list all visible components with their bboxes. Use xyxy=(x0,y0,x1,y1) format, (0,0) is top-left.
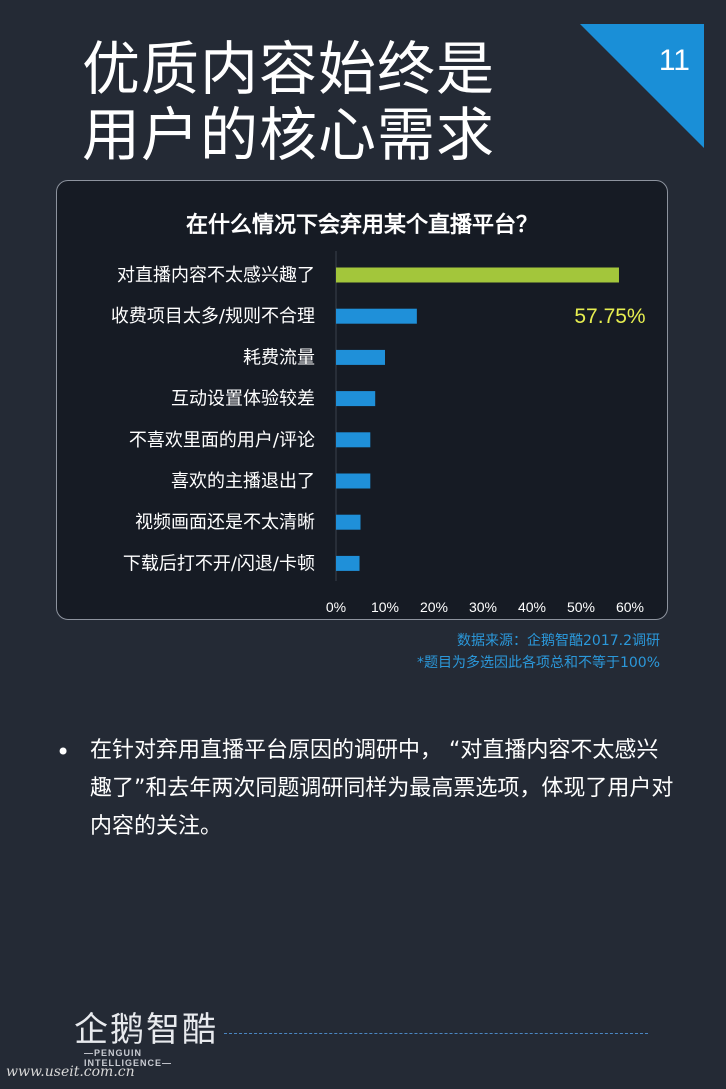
x-tick-label: 40% xyxy=(518,599,546,615)
bar xyxy=(336,308,417,324)
category-label: 耗费流量 xyxy=(243,347,315,368)
footer-divider xyxy=(224,1033,648,1034)
page-title: 优质内容始终是 用户的核心需求 xyxy=(82,36,495,168)
logo-text: 企鹅智酷 xyxy=(74,1010,218,1050)
category-label: 喜欢的主播退出了 xyxy=(171,471,315,492)
bar xyxy=(336,473,371,489)
category-label: 对直播内容不太感兴趣了 xyxy=(117,265,315,286)
page-number-corner xyxy=(580,24,704,148)
category-label: 视频画面还是不太清晰 xyxy=(135,512,315,533)
category-label: 下载后打不开/闪退/卡顿 xyxy=(123,553,315,574)
bar xyxy=(336,349,385,365)
x-tick-label: 10% xyxy=(371,599,399,615)
logo-subtitle: —PENGUIN INTELLIGENCE— xyxy=(84,1048,173,1068)
chart-panel: 在什么情况下会弃用某个直播平台？ 对直播内容不太感兴趣了 收费项目太多/规则不合理… xyxy=(56,180,668,620)
bar xyxy=(336,391,376,407)
category-label: 不喜欢里面的用户/评论 xyxy=(129,430,315,451)
bullet-marker: • xyxy=(56,738,71,766)
source-line1: 数据来源：企鹅智酷2017.2调研 xyxy=(457,633,660,649)
bar xyxy=(336,432,371,448)
page-title-line1: 优质内容始终是 xyxy=(82,35,496,103)
category-label: 互动设置体验较差 xyxy=(171,389,315,410)
x-tick-label: 60% xyxy=(616,599,644,615)
x-tick-label: 20% xyxy=(420,599,448,615)
x-tick-label: 50% xyxy=(567,599,595,615)
bar xyxy=(336,555,360,571)
data-label-top-value: 57.75% xyxy=(574,305,645,328)
data-source: 数据来源：企鹅智酷2017.2调研 *题目为多选因此各项总和不等于100% xyxy=(417,630,660,674)
x-tick-label: 0% xyxy=(326,599,346,615)
page-title-line2: 用户的核心需求 xyxy=(82,101,496,169)
bar xyxy=(336,267,619,283)
page-number: 11 xyxy=(658,44,690,77)
body-paragraph: 在针对弃用直播平台原因的调研中， “对直播内容不太感兴趣了”和去年两次同题调研同… xyxy=(90,738,674,839)
penguin-intelligence-logo: 企鹅智酷 —PENGUIN INTELLIGENCE— xyxy=(70,1002,218,1068)
x-tick-label: 30% xyxy=(469,599,497,615)
watermark: www.useit.com.cn xyxy=(6,1064,135,1080)
bar xyxy=(336,514,361,530)
category-label: 收费项目太多/规则不合理 xyxy=(111,306,315,327)
source-line2: *题目为多选因此各项总和不等于100% xyxy=(416,655,660,671)
bar-chart: 对直播内容不太感兴趣了收费项目太多/规则不合理耗费流量互动设置体验较差不喜欢里面… xyxy=(111,251,646,615)
chart-title: 在什么情况下会弃用某个直播平台？ xyxy=(185,213,538,238)
